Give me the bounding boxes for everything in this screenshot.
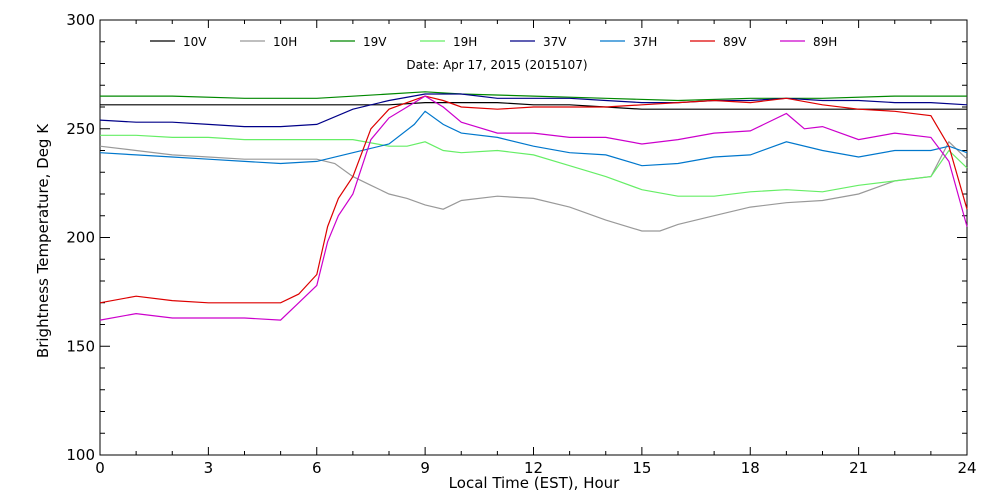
chart-subtitle: Date: Apr 17, 2015 (2015107) <box>406 58 587 72</box>
legend-label-89h: 89H <box>813 35 837 49</box>
x-tick-label: 9 <box>420 459 430 477</box>
series-line-37v <box>99 93 968 128</box>
y-tick-label: 250 <box>66 120 95 138</box>
series-line-37h <box>99 110 968 167</box>
x-tick-label: 24 <box>957 459 976 477</box>
legend-label-19v: 19V <box>363 35 387 49</box>
y-tick-label: 100 <box>66 446 95 464</box>
legend-label-10h: 10H <box>273 35 297 49</box>
legend-label-37v: 37V <box>543 35 567 49</box>
legend-label-19h: 19H <box>453 35 477 49</box>
y-tick-label: 150 <box>66 337 95 355</box>
y-tick-label: 300 <box>66 11 95 29</box>
series-line-89h <box>99 95 968 321</box>
x-tick-label: 3 <box>204 459 214 477</box>
legend-label-89v: 89V <box>723 35 747 49</box>
x-tick-label: 12 <box>524 459 543 477</box>
x-tick-label: 21 <box>849 459 868 477</box>
series-line-10h <box>99 140 968 232</box>
legend-label-37h: 37H <box>633 35 657 49</box>
x-tick-label: 15 <box>632 459 651 477</box>
x-axis-label: Local Time (EST), Hour <box>449 474 620 492</box>
series-line-19h <box>100 134 968 197</box>
series-line-19v <box>100 91 967 102</box>
y-tick-label: 200 <box>66 229 95 247</box>
series-line-10v <box>100 101 967 110</box>
series-line-89v <box>99 95 968 304</box>
x-tick-label: 0 <box>95 459 105 477</box>
legend-label-10v: 10V <box>183 35 207 49</box>
plot-frame <box>99 19 968 456</box>
y-axis-label: Brightness Temperature, Deg K <box>34 123 52 358</box>
x-tick-label: 6 <box>312 459 322 477</box>
x-tick-label: 18 <box>741 459 760 477</box>
